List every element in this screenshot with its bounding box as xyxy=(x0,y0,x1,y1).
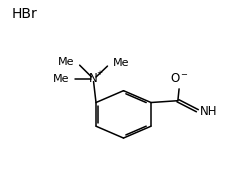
Text: NH: NH xyxy=(200,105,218,118)
Text: Me: Me xyxy=(113,58,130,68)
Text: N: N xyxy=(89,72,98,85)
Text: $^+$: $^+$ xyxy=(95,70,104,80)
Text: Me: Me xyxy=(53,74,70,84)
Text: HBr: HBr xyxy=(11,7,37,21)
Text: O$^-$: O$^-$ xyxy=(170,72,189,85)
Text: Me: Me xyxy=(58,57,74,67)
